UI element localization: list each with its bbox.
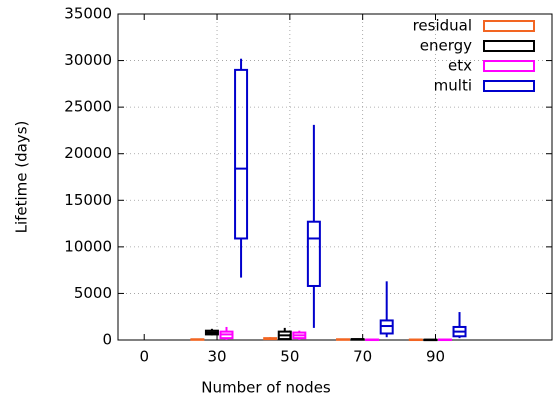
x-tick-label: 30: [207, 348, 226, 366]
legend-label: multi: [434, 77, 472, 95]
legend-swatch: [483, 80, 535, 92]
legend-label: residual: [413, 17, 472, 35]
y-tick-label: 30000: [64, 51, 112, 69]
y-tick-label: 20000: [64, 144, 112, 162]
legend-label: etx: [448, 57, 472, 75]
y-tick-label: 0: [102, 331, 112, 349]
x-axis-label: Number of nodes: [201, 379, 331, 397]
y-tick-label: 5000: [74, 284, 112, 302]
legend-label: energy: [420, 37, 472, 55]
legend-swatch: [483, 20, 535, 32]
box: [306, 220, 321, 287]
y-tick-label: 15000: [64, 191, 112, 209]
plot-frame: [117, 13, 553, 341]
y-tick-label: 10000: [64, 237, 112, 255]
y-tick-label: 25000: [64, 98, 112, 116]
x-tick-label: 90: [426, 348, 445, 366]
x-tick-label: 70: [353, 348, 372, 366]
y-axis-label: Lifetime (days): [13, 121, 31, 234]
box: [234, 68, 249, 240]
x-tick-label: 50: [280, 348, 299, 366]
legend-swatch: [483, 60, 535, 72]
y-tick-label: 35000: [64, 5, 112, 23]
legend-swatch: [483, 40, 535, 52]
x-tick-label: 0: [139, 348, 149, 366]
